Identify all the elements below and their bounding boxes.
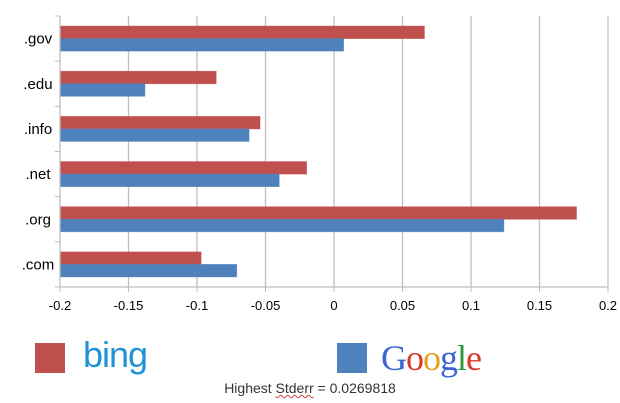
- x-tick-label: 0.05: [390, 298, 415, 313]
- legend-item-google: Google: [337, 338, 482, 378]
- x-tick-label: -0.05: [251, 298, 281, 313]
- bar-google: [59, 83, 146, 97]
- x-tick-label: 0: [330, 298, 337, 313]
- legend-item-bing: bing: [35, 334, 148, 378]
- x-tick-labels: -0.2 -0.15 -0.1 -0.05 0 0.05 0.1 0.15 0.2: [49, 298, 617, 313]
- x-tick-label: -0.2: [49, 298, 71, 313]
- bar-chart: .gov.edu.info.net.org.com -0.2 -0.15 -0.1-…: [22, 15, 617, 313]
- category-label: .edu: [23, 76, 52, 93]
- bing-logo: bing: [83, 334, 148, 375]
- google-logo: Google: [381, 338, 482, 378]
- category-label: .org: [25, 211, 51, 228]
- bar-bing: [59, 116, 261, 130]
- category-label: .gov: [24, 31, 53, 48]
- bing-swatch: [35, 343, 65, 373]
- category-label: .info: [24, 121, 52, 138]
- bar-bing: [59, 161, 308, 175]
- bar-google: [59, 264, 238, 278]
- bar-bing: [59, 206, 577, 220]
- gridlines: [127, 16, 609, 287]
- x-tick-label: 0.1: [462, 298, 480, 313]
- bar-google: [59, 218, 505, 233]
- category-label: .com: [22, 256, 55, 273]
- stderr-annotation: Highest Stderr = 0.0269818: [224, 380, 396, 396]
- google-swatch: [337, 343, 367, 373]
- bar-google: [59, 173, 280, 187]
- x-tick-label: 0.2: [599, 298, 617, 313]
- x-tick-label: -0.1: [186, 298, 208, 313]
- bar-bing: [59, 25, 425, 39]
- x-tick-label: -0.15: [114, 298, 144, 313]
- bars: [59, 25, 577, 278]
- category-label: .net: [25, 166, 51, 183]
- x-tick-label: 0.15: [527, 298, 552, 313]
- bar-bing: [59, 251, 202, 265]
- bar-google: [59, 38, 344, 52]
- category-labels: .gov .edu .info .net .org .com: [22, 31, 55, 274]
- bar-google: [59, 128, 250, 142]
- bar-bing: [59, 70, 217, 85]
- axes: [55, 15, 609, 292]
